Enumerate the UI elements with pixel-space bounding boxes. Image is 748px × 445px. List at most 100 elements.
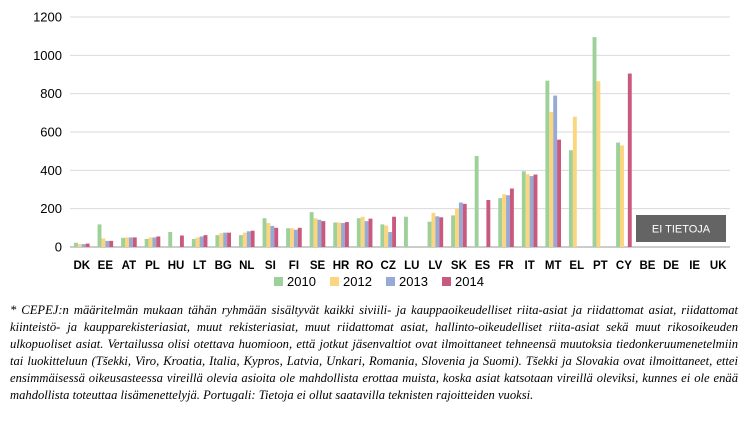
bar-FI-2014 (297, 227, 302, 247)
x-tick-label: FI (289, 260, 299, 272)
y-tick-label: 1000 (33, 48, 62, 63)
x-tick-label: SI (265, 260, 276, 272)
bar-SK-2014 (462, 203, 467, 248)
bar-SE-2010 (309, 212, 314, 247)
bar-EL-2012 (572, 116, 577, 247)
x-tick-label: CZ (381, 260, 396, 272)
bar-LV-2014 (439, 217, 444, 247)
bar-HR-2012 (337, 222, 342, 247)
bar-SK-2010 (451, 215, 456, 248)
bar-NL-2013 (246, 231, 251, 247)
bar-FI-2013 (293, 229, 298, 247)
bar-EE-2012 (101, 238, 106, 248)
legend: 2010 2012 2013 2014 (274, 274, 484, 289)
bar-MT-2010 (545, 80, 550, 247)
bar-DK-2010 (73, 242, 78, 247)
bar-HR-2014 (344, 222, 349, 247)
bar-IT-2010 (521, 171, 526, 247)
x-tick-label: EE (98, 260, 114, 272)
bar-MT-2014 (557, 139, 562, 247)
x-tick-label: NL (239, 260, 254, 272)
x-tick-label: DK (73, 260, 90, 272)
bar-BG-2012 (219, 233, 224, 247)
bar-DK-2014 (85, 243, 90, 247)
bar-FR-2010 (498, 198, 503, 248)
bar-CZ-2010 (380, 224, 385, 247)
x-tick-label: SE (310, 260, 326, 272)
bar-DK-2012 (77, 244, 82, 248)
no-data-label: EI TIETOJA (652, 224, 711, 236)
bar-MT-2012 (549, 111, 554, 248)
bar-ES-2010 (474, 155, 479, 247)
bar-FI-2010 (286, 228, 291, 247)
bar-AT-2012 (125, 237, 129, 247)
footnote-text: * CEPEJ:n määritelmän mukaan tähän ryhmä… (10, 303, 738, 402)
y-tick-label: 0 (55, 240, 62, 255)
bar-HU-2010 (168, 232, 173, 247)
bar-RO-2014 (368, 218, 373, 247)
legend-swatch (274, 277, 283, 286)
y-axis-ticks: 0 200 400 600 800 1000 1200 (33, 10, 62, 255)
x-tick-label: DE (663, 260, 679, 272)
x-tick-label: PT (593, 260, 608, 272)
bar-IT-2013 (529, 176, 534, 247)
x-tick-label: LV (428, 260, 442, 272)
y-tick-label: 1200 (33, 10, 62, 25)
bar-SE-2013 (317, 219, 322, 247)
bar-SK-2012 (455, 208, 459, 247)
bar-CY-2014 (627, 73, 632, 247)
bar-NL-2012 (242, 232, 247, 248)
legend-label: 2012 (343, 274, 372, 289)
bar-PT-2010 (592, 37, 597, 248)
bar-chart: 0 200 400 600 800 1000 1200 DK EE AT PL HU LT BG NL SI… (33, 10, 730, 289)
bar-NL-2010 (238, 235, 243, 247)
bar-EL-2010 (568, 150, 573, 247)
bar-PL-2014 (156, 236, 161, 247)
x-tick-label: RO (356, 260, 373, 272)
bar-RO-2013 (364, 221, 369, 248)
y-tick-label: 600 (40, 125, 62, 140)
bar-PT-2012 (596, 81, 601, 248)
x-tick-label: LU (404, 260, 419, 272)
gridlines (70, 16, 730, 248)
bar-EE-2014 (109, 240, 114, 247)
x-tick-label: LT (193, 260, 206, 272)
y-tick-label: 800 (40, 86, 62, 101)
bar-EE-2013 (105, 240, 110, 247)
bar-LT-2014 (203, 235, 208, 247)
bar-EE-2010 (97, 224, 102, 247)
x-tick-label: HR (333, 260, 350, 272)
bar-LT-2010 (191, 238, 196, 247)
x-tick-label: BE (640, 260, 656, 272)
bar-FI-2012 (290, 228, 294, 247)
bar-CZ-2012 (384, 225, 389, 247)
x-tick-label: EL (569, 260, 584, 272)
bar-IT-2012 (525, 174, 530, 247)
bars (73, 37, 632, 248)
bar-BG-2013 (223, 232, 228, 248)
y-tick-label: 400 (40, 163, 62, 178)
bar-BG-2014 (227, 232, 232, 248)
bar-LT-2013 (199, 236, 204, 247)
x-tick-label: IE (689, 260, 700, 272)
bar-SE-2012 (313, 218, 318, 247)
legend-swatch (386, 277, 395, 286)
x-tick-label: ES (475, 260, 491, 272)
x-tick-label: MT (545, 260, 562, 272)
bar-FR-2013 (506, 195, 510, 247)
bar-RO-2012 (360, 216, 365, 247)
bar-SI-2014 (274, 227, 279, 247)
bar-SK-2013 (458, 202, 463, 247)
no-data-box (636, 215, 726, 242)
bar-HR-2013 (341, 223, 345, 247)
bar-CZ-2013 (388, 232, 393, 247)
bar-SE-2014 (321, 221, 326, 248)
bar-CY-2010 (616, 142, 621, 247)
bar-ES-2014 (486, 200, 491, 247)
bar-CZ-2014 (392, 216, 397, 247)
x-tick-label: SK (451, 260, 468, 272)
legend-swatch (330, 277, 339, 286)
bar-NL-2014 (250, 230, 255, 247)
y-tick-label: 200 (40, 201, 62, 216)
x-tick-label: BG (215, 260, 232, 272)
